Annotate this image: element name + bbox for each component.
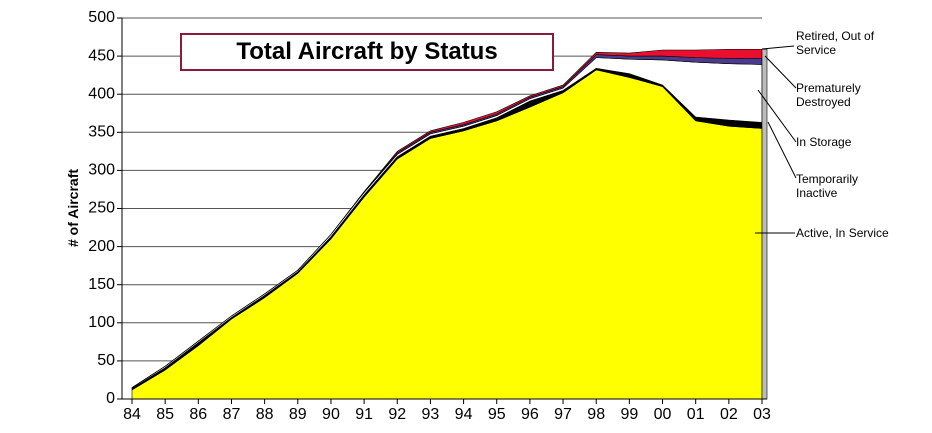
- x-tick-label: 01: [687, 406, 705, 423]
- x-tick-label: 00: [654, 406, 672, 423]
- x-tick-label: 99: [620, 406, 638, 423]
- x-tick-label: 93: [422, 406, 440, 423]
- x-tick-label: 95: [488, 406, 506, 423]
- x-tick-label: 90: [322, 406, 340, 423]
- x-tick-label: 84: [123, 406, 141, 423]
- legend-label: Active, In Service: [796, 226, 889, 240]
- x-tick-label: 92: [388, 406, 406, 423]
- x-tick-label: 89: [289, 406, 307, 423]
- leader-line: [767, 121, 797, 179]
- y-tick-label: 250: [88, 200, 115, 217]
- leader-line: [764, 55, 797, 89]
- y-tick-label: 50: [97, 352, 115, 369]
- leader-line: [761, 45, 795, 50]
- y-tick-label: 450: [88, 47, 115, 64]
- y-tick-label: 350: [88, 124, 115, 141]
- x-tick-label: 88: [256, 406, 274, 423]
- legend-label: Premature­ly Destroyed: [796, 81, 861, 109]
- x-tick-label: 96: [521, 406, 539, 423]
- x-tick-label: 86: [189, 406, 207, 423]
- y-tick-label: 500: [88, 9, 115, 26]
- legend-label: In Storage: [796, 135, 852, 149]
- y-tick-label: 0: [106, 390, 115, 407]
- leader-line: [757, 89, 797, 143]
- legend-label: Retired, Out of Service: [796, 29, 875, 57]
- y-tick-label: 400: [88, 85, 115, 102]
- x-tick-label: 97: [554, 406, 572, 423]
- legend-label: Temporarily Inactive: [796, 172, 859, 200]
- y-tick-label: 150: [88, 276, 115, 293]
- x-tick-label: 87: [223, 406, 241, 423]
- x-tick-label: 98: [587, 406, 605, 423]
- area: [131, 69, 763, 400]
- y-tick-label: 300: [88, 162, 115, 179]
- x-tick-label: 85: [156, 406, 174, 423]
- x-tick-label: 03: [753, 406, 771, 423]
- x-tick-label: 91: [355, 406, 373, 423]
- y-tick-label: 200: [88, 238, 115, 255]
- y-axis-label: # of Aircraft: [65, 168, 81, 248]
- x-tick-label: 02: [720, 406, 738, 423]
- x-tick-label: 94: [455, 406, 473, 423]
- y-tick-label: 100: [88, 314, 115, 331]
- chart-title: Total Aircraft by Status: [180, 33, 554, 71]
